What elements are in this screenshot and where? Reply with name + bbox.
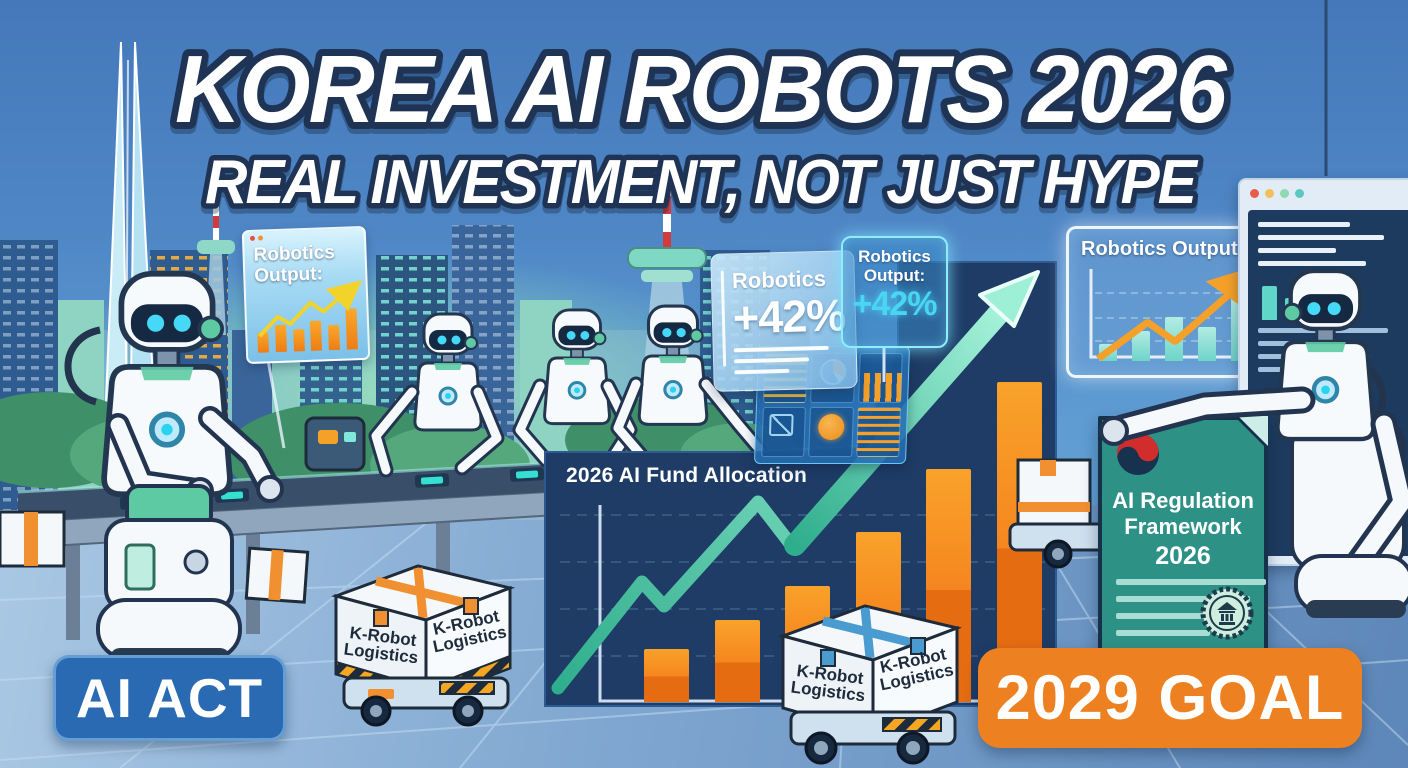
page-fold [1238, 416, 1268, 446]
robot-worker-2 [368, 312, 505, 478]
headline-line2: REAL INVESTMENT, NOT JUST HYPE [205, 148, 1198, 217]
stat-value: +42% [852, 285, 938, 324]
minimize-dot-icon [1265, 188, 1274, 198]
teal-bar [1262, 286, 1277, 320]
screen-text-line [1258, 248, 1336, 253]
goal-2029-badge: 2029 GOAL [978, 648, 1362, 748]
document-title: AI Regulation Framework 2026 [1112, 488, 1254, 570]
robotics-output-stat-panel: Robotics Output: +42% [841, 236, 948, 348]
robotics-output-panel-left: Robotics Output: [241, 225, 371, 365]
background-parcels [0, 510, 310, 604]
mini-trend-arrow [1095, 262, 1266, 361]
fund-chart-title: 2026 AI Fund Allocation [566, 464, 808, 487]
panel-title: Robotics Output: [1081, 238, 1245, 260]
robot-worker-large [64, 274, 284, 670]
browser-titlebar [1240, 180, 1408, 206]
screen-text-line [1258, 261, 1366, 266]
screen-text-line [1258, 235, 1384, 240]
agv-graphic [331, 564, 516, 727]
regulation-document: AI Regulation Framework 2026 [1098, 416, 1268, 654]
k-robot-agv-left: K-Robot Logistics K-Robot Logistics [318, 548, 530, 730]
background-agv [1008, 458, 1108, 569]
stat-label: Robotics Output: [858, 247, 931, 286]
robot-worker-4 [610, 304, 768, 464]
robotics-output-panel-right: Robotics Output: [1066, 226, 1268, 378]
official-seal-icon [1200, 586, 1254, 640]
headline: KOREA AI ROBOTS 2026 REAL INVESTMENT, NO… [168, 29, 1236, 223]
k-robot-agv-center: K-Robot Logistics K-Robot Logistics [765, 588, 977, 768]
extra-dot-icon [1295, 188, 1304, 198]
robot-worker-3 [512, 308, 638, 468]
headline-line1: KOREA AI ROBOTS 2026 [175, 36, 1227, 143]
document-body-lines [1116, 568, 1266, 636]
close-dot-icon [1250, 188, 1259, 198]
ai-act-badge: AI ACT [53, 655, 286, 741]
belt-machine [304, 416, 366, 472]
maximize-dot-icon [1280, 188, 1289, 198]
mini-trend-line [257, 279, 362, 338]
agv-graphic [778, 604, 963, 765]
screen-text-line [1258, 222, 1350, 227]
